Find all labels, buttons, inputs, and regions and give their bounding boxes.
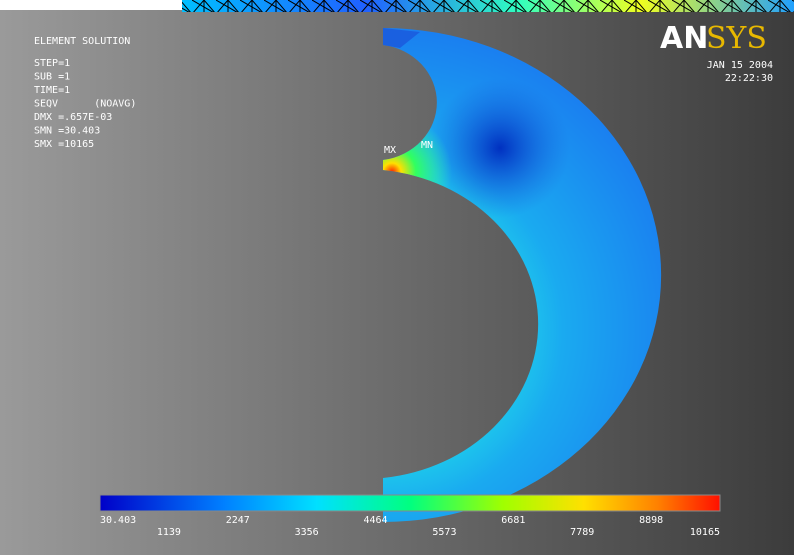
legend-label: 3356 [295,527,319,538]
legend-label: 5573 [432,527,456,538]
info-line: DMX =.657E-03 [34,112,112,123]
solution-title: ELEMENT SOLUTION [34,36,130,47]
legend-label: 6681 [501,515,525,526]
legend-label: 4464 [364,515,388,526]
legend-label: 1139 [157,527,181,538]
info-line: SUB =1 [34,72,70,83]
info-line: SMX =10165 [34,139,94,150]
info-line: SMN =30.403 [34,126,100,137]
logo-right: SYS [706,21,767,56]
max-marker: MX [384,145,396,156]
legend-label: 10165 [690,527,720,538]
page: ELEMENT SOLUTION STEP=1 SUB =1 TIME=1 SEQV … [0,0,794,559]
time: 22:22:30 [725,73,773,84]
min-marker: MN [421,140,433,151]
info-line: STEP=1 [34,58,70,69]
logo: AN SYS [660,21,767,56]
logo-left: AN [660,21,708,56]
date: JAN 15 2004 [707,60,773,71]
mesh-lines [182,0,794,12]
info-line: SEQV (NOAVG) [34,99,136,110]
legend-label: 2247 [226,515,250,526]
viewport [0,10,794,555]
legend-label: 7789 [570,527,594,538]
ansys-view: ELEMENT SOLUTION STEP=1 SUB =1 TIME=1 SEQV … [0,0,794,555]
legend-label: 30.403 [100,515,136,526]
info-line: TIME=1 [34,85,70,96]
color-bar [100,495,720,511]
legend-label: 8898 [639,515,663,526]
